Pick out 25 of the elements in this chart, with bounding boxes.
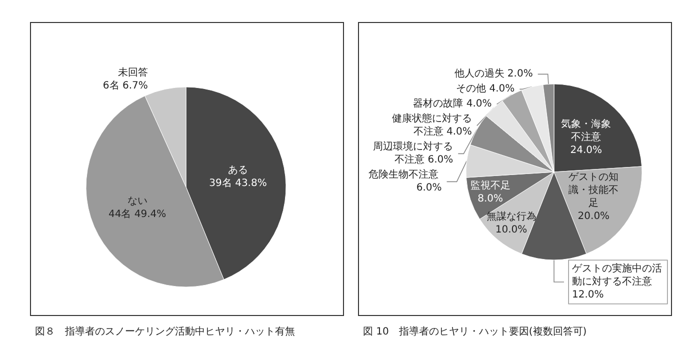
slice-label: 監視不足 bbox=[470, 180, 510, 192]
slice-label: 無謀な行為 bbox=[486, 210, 536, 223]
data-label: 8.0% bbox=[478, 194, 503, 205]
slice-label: ない bbox=[127, 196, 148, 207]
slice-label: 危険生物不注意 bbox=[368, 168, 442, 181]
slice-label: 未回答 bbox=[118, 66, 148, 78]
slice-label: 気象・海象不注意 bbox=[561, 118, 612, 144]
data-label: 20.0% bbox=[578, 211, 610, 222]
data-label: 24.0% bbox=[570, 145, 602, 156]
data-label: 10.0% bbox=[495, 224, 528, 236]
text: 図８ 指導者のスノーケリング活動中ヒヤリ・ハット有無 bbox=[35, 326, 295, 338]
slice-label: その他 4.0% bbox=[456, 82, 515, 95]
slice-label: ゲストの知識・技能不足 bbox=[568, 171, 619, 210]
slice-label: 周辺環境に対する不注意 6.0% bbox=[373, 140, 454, 166]
data-label: 12.0% bbox=[572, 290, 604, 300]
data-label: 6.0% bbox=[416, 182, 442, 194]
data-label: 39名 43.8% bbox=[209, 176, 267, 189]
text: 図 10 指導者のヒヤリ・ハット要因(複数回答可) bbox=[363, 326, 587, 338]
data-label: 6名 6.7% bbox=[102, 79, 148, 92]
data-label: 44名 49.4% bbox=[108, 208, 166, 220]
slice-label: 器材の故障 4.0% bbox=[413, 98, 492, 110]
slice-label: ゲストの実施中の活動に対する不注意 bbox=[572, 262, 662, 288]
slice-label: ある bbox=[228, 164, 248, 176]
slice-label: 健康状態に対する不注意 4.0% bbox=[392, 112, 472, 138]
slice-label: 他人の過失 2.0% bbox=[454, 68, 533, 80]
